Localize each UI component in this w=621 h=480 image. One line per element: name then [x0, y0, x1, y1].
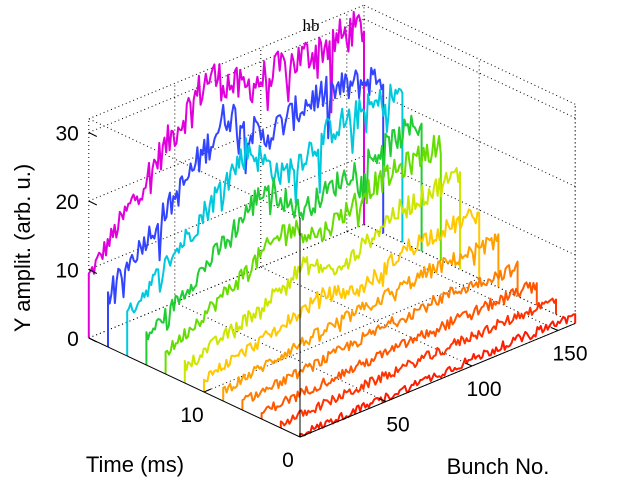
z-tick: [88, 200, 98, 206]
x-tick: [464, 362, 473, 367]
series-line: [145, 114, 423, 365]
x-axis-label: Bunch No.: [447, 454, 550, 479]
grid-line: [363, 4, 576, 105]
grid-line: [363, 86, 576, 187]
labels: hb Y amplit. (arb. u.) Time (ms) Bunch N…: [10, 16, 588, 479]
series-line: [260, 281, 538, 419]
z-tick: [88, 269, 98, 274]
z-tick-label: 0: [67, 328, 79, 351]
series-line: [183, 167, 461, 383]
grid-line: [363, 155, 576, 256]
x-tick-label: 150: [552, 343, 587, 366]
series-line: [107, 66, 385, 347]
z-tick-label: 10: [55, 260, 78, 283]
y-tick-label: 0: [282, 449, 294, 472]
x-tick-label: 50: [386, 414, 409, 437]
x-tick: [550, 327, 559, 331]
grid-line: [88, 223, 365, 339]
x-tick-label: 100: [466, 378, 501, 401]
axes: [88, 132, 576, 438]
y-tick: [203, 388, 212, 393]
y-axis-label: Time (ms): [86, 452, 184, 477]
grid-line: [88, 18, 365, 133]
z-axis-label: Y amplit. (arb. u.): [10, 164, 35, 332]
grid-line: [174, 302, 387, 402]
series-group: [87, 10, 577, 437]
grid-line: [346, 231, 559, 331]
x-tick: [378, 398, 387, 402]
series-line: [279, 297, 557, 428]
grid-line: [88, 4, 365, 120]
x-axis-line: [299, 322, 576, 438]
grid-line: [260, 266, 473, 367]
series-line: [87, 10, 365, 338]
y-tick-label: 10: [180, 404, 203, 427]
grid-line: [363, 223, 576, 324]
series-line: [222, 233, 500, 401]
series-line: [164, 134, 442, 374]
series-line: [241, 260, 519, 410]
grid-line: [363, 18, 576, 119]
y-axis-line: [88, 337, 301, 438]
z-tick-label: 20: [55, 191, 78, 214]
z-tick: [88, 337, 98, 343]
series-line: [126, 83, 404, 356]
z-tick: [88, 132, 98, 137]
z-tick-label: 30: [55, 123, 78, 146]
y-tick: [299, 433, 308, 438]
series-line: [203, 208, 481, 392]
chart-title: hb: [303, 16, 320, 35]
